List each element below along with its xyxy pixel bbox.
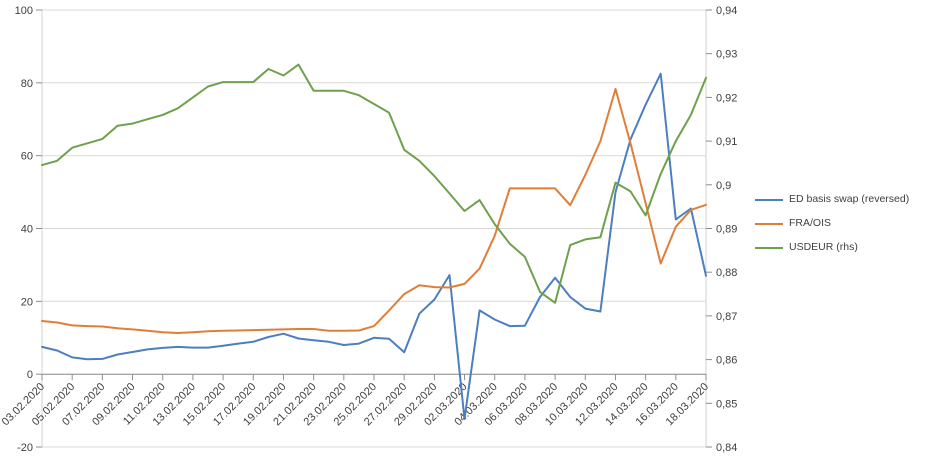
- legend: ED basis swap (reversed) FRA/OIS USDEUR …: [755, 192, 909, 255]
- series-line-fra-ois: [41, 88, 707, 334]
- y-axis-right-label: 0,91: [716, 136, 737, 148]
- y-axis-right-label: 0,89: [716, 224, 737, 236]
- legend-line-swatch: [755, 246, 783, 249]
- series-line-ed-basis-swap-reversed: [41, 72, 707, 420]
- y-axis-left-label: 40: [21, 224, 33, 236]
- legend-label: FRA/OIS: [789, 217, 832, 229]
- series-line-usdeur-rhs: [41, 63, 707, 304]
- y-axis-right-label: 0,85: [716, 398, 737, 410]
- y-axis-right-label: 0,94: [716, 5, 737, 17]
- y-axis-right-label: 0,93: [716, 49, 737, 61]
- y-axis-left-label: 100: [15, 5, 33, 17]
- legend-label: ED basis swap (reversed): [789, 193, 910, 205]
- y-axis-right-label: 0,9: [716, 180, 731, 192]
- legend-label: USDEUR (rhs): [789, 241, 858, 253]
- y-axis-left-label: 60: [21, 151, 33, 163]
- y-axis-right-label: 0,86: [716, 355, 737, 367]
- legend-item-fra-ois[interactable]: FRA/OIS: [755, 216, 909, 231]
- y-axis-left-label: 80: [21, 78, 33, 90]
- legend-item-ed-basis-swap[interactable]: ED basis swap (reversed): [755, 192, 909, 207]
- y-axis-left-label: -20: [17, 442, 33, 454]
- y-axis-right-label: 0,84: [716, 442, 737, 454]
- y-axis-right-label: 0,87: [716, 311, 737, 323]
- y-axis-left-label: 20: [21, 296, 33, 308]
- legend-item-usdeur[interactable]: USDEUR (rhs): [755, 240, 909, 255]
- y-axis-left-label: 0: [27, 369, 33, 381]
- y-axis-right-label: 0,88: [716, 267, 737, 279]
- y-axis-right-label: 0,92: [716, 92, 737, 104]
- legend-line-swatch: [755, 198, 783, 201]
- legend-line-swatch: [755, 222, 783, 225]
